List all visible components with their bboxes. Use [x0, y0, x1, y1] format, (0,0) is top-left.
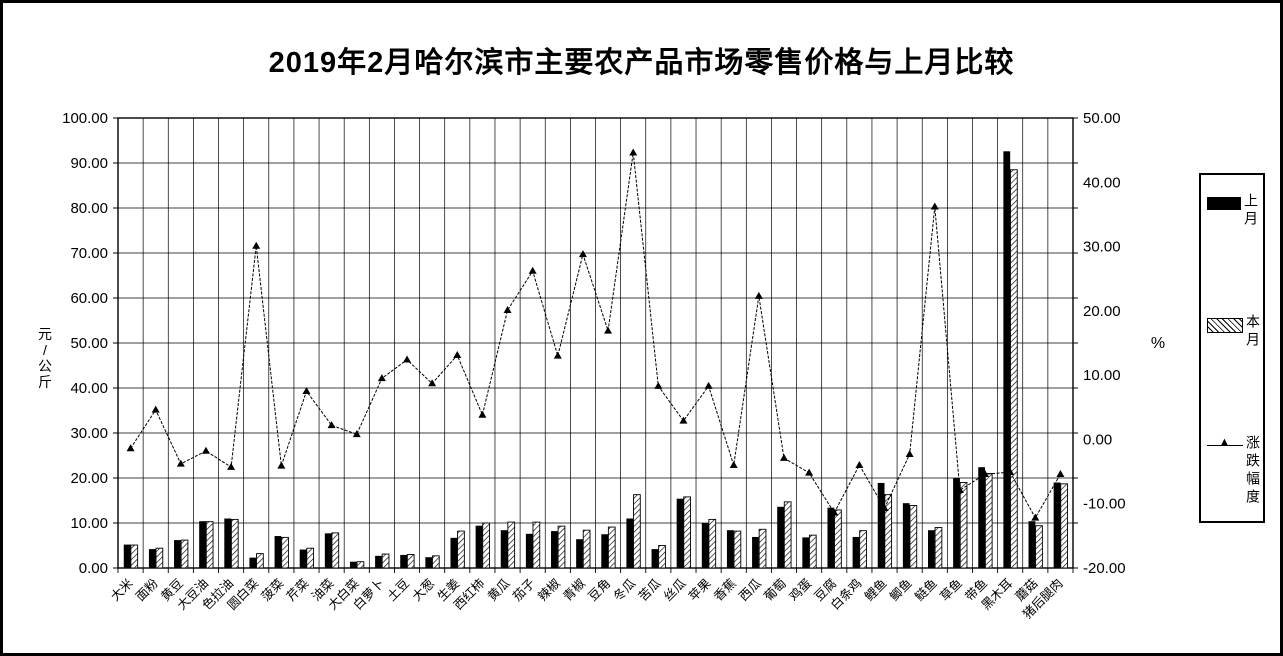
svg-text:丝瓜: 丝瓜 — [661, 576, 689, 604]
svg-text:冬瓜: 冬瓜 — [610, 575, 639, 604]
svg-text:30.00: 30.00 — [70, 425, 108, 442]
chart-legend: 上月 本月 ▲ 涨跌幅度 — [1199, 173, 1265, 523]
svg-text:鲢鱼: 鲢鱼 — [912, 576, 940, 604]
svg-text:40.00: 40.00 — [70, 380, 108, 397]
svg-text:-10.00: -10.00 — [1083, 496, 1126, 513]
svg-text:40.00: 40.00 — [1083, 174, 1121, 191]
legend-label-change-rate: 涨跌幅度 — [1245, 435, 1261, 507]
svg-text:鲫鱼: 鲫鱼 — [887, 576, 915, 604]
svg-text:鸡蛋: 鸡蛋 — [786, 576, 814, 604]
svg-text:80.00: 80.00 — [70, 200, 108, 217]
svg-text:50.00: 50.00 — [70, 335, 108, 352]
svg-text:西瓜: 西瓜 — [736, 576, 764, 604]
legend-label-this-month: 本月 — [1245, 314, 1261, 350]
this-month-bar-swatch-icon — [1207, 318, 1243, 333]
svg-text:菠菜: 菠菜 — [259, 576, 287, 604]
legend-label-last-month: 上月 — [1243, 193, 1259, 229]
svg-text:元/公斤: 元/公斤 — [38, 326, 52, 390]
svg-text:90.00: 90.00 — [70, 155, 108, 172]
svg-text:面粉: 面粉 — [133, 575, 162, 604]
chart-title: 2019年2月哈尔滨市主要农产品市场零售价格与上月比较 — [268, 47, 1015, 79]
legend-item-this-month: 本月 — [1207, 314, 1261, 350]
svg-text:大葱: 大葱 — [410, 576, 438, 604]
svg-text:草鱼: 草鱼 — [937, 576, 965, 604]
svg-text:苹果: 苹果 — [686, 576, 714, 604]
change-rate-line-swatch-icon: ▲ — [1207, 436, 1243, 452]
svg-text:鲤鱼: 鲤鱼 — [862, 576, 890, 604]
svg-text:芹菜: 芹菜 — [284, 576, 312, 604]
svg-text:30.00: 30.00 — [1083, 239, 1121, 256]
svg-text:土豆: 土豆 — [385, 576, 413, 604]
legend-item-last-month: 上月 — [1207, 193, 1259, 229]
svg-text:%: % — [1151, 335, 1165, 352]
svg-text:青椒: 青椒 — [560, 576, 588, 604]
last-month-bar-swatch-icon — [1207, 197, 1241, 210]
svg-text:10.00: 10.00 — [1083, 367, 1121, 384]
price-comparison-chart: 0.00 -20.00 10.00 -10.00 20.00 0.00 30.00 10.00… — [3, 3, 1280, 653]
svg-text:香蕉: 香蕉 — [711, 576, 739, 604]
svg-text:20.00: 20.00 — [70, 470, 108, 487]
svg-text:0.00: 0.00 — [79, 560, 108, 577]
svg-text:葡萄: 葡萄 — [762, 576, 790, 604]
svg-text:豆角: 豆角 — [586, 576, 614, 604]
legend-item-change-rate: ▲ 涨跌幅度 — [1207, 435, 1261, 507]
svg-text:黄瓜: 黄瓜 — [485, 576, 513, 604]
svg-text:0.00: 0.00 — [1083, 431, 1112, 448]
svg-text:辣椒: 辣椒 — [535, 575, 564, 604]
chart-canvas: 0.00 -20.00 10.00 -10.00 20.00 0.00 30.00 10.00… — [38, 110, 1165, 621]
svg-text:100.00: 100.00 — [62, 110, 108, 127]
svg-text:茄子: 茄子 — [510, 576, 538, 604]
svg-text:苦瓜: 苦瓜 — [636, 576, 664, 604]
svg-text:50.00: 50.00 — [1083, 110, 1121, 127]
svg-text:10.00: 10.00 — [70, 515, 108, 532]
svg-text:大米: 大米 — [108, 576, 136, 604]
svg-text:20.00: 20.00 — [1083, 303, 1121, 320]
svg-text:70.00: 70.00 — [70, 245, 108, 262]
svg-text:-20.00: -20.00 — [1083, 560, 1126, 577]
svg-text:60.00: 60.00 — [70, 290, 108, 307]
